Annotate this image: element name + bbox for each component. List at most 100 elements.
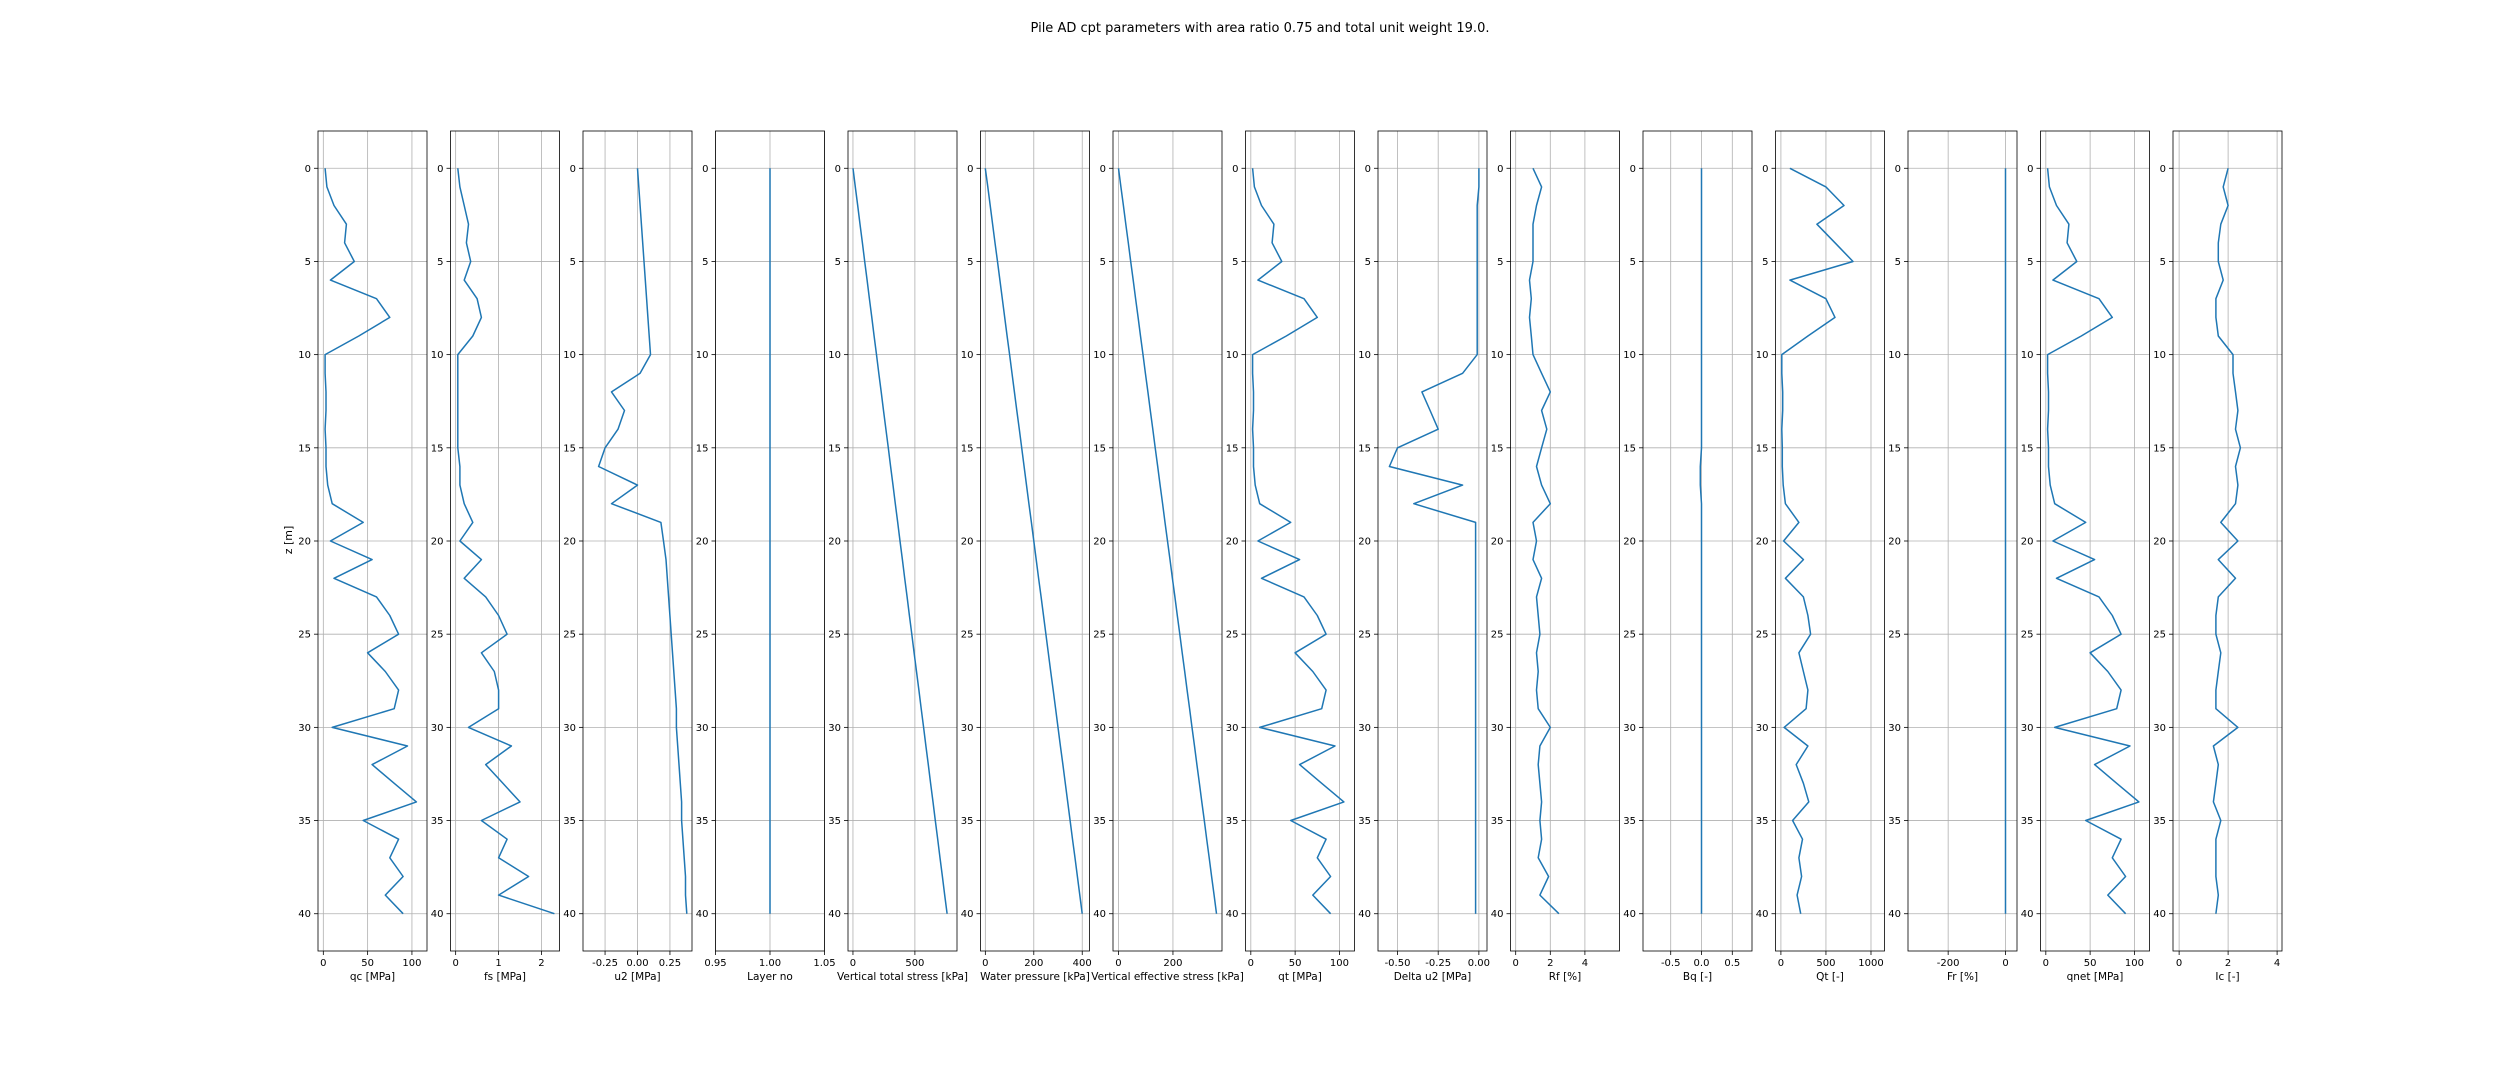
y-tick-label: 0 (1762, 164, 1768, 175)
y-tick-label: 40 (1093, 909, 1106, 920)
y-tick-label: 25 (1491, 630, 1504, 641)
panel-3: -0.25 0.00 0.25 0 5 10 15 20 25 30 35 40 u2 [MPa] (563, 130, 693, 983)
y-tick-label: 20 (431, 537, 444, 548)
y-tick-label: 25 (1756, 630, 1769, 641)
y-tick-label: 5 (1762, 257, 1768, 268)
y-tick-label: 15 (2021, 443, 2034, 454)
y-tick-label: 30 (1623, 723, 1636, 734)
y-axis-label: z [m] (282, 526, 295, 555)
x-axis-label: Fr [%] (1947, 971, 1978, 983)
y-tick-label: 40 (696, 909, 709, 920)
x-tick-label: 500 (1816, 958, 1835, 969)
y-tick-label: 20 (563, 537, 576, 548)
y-tick-label: 10 (1093, 350, 1106, 361)
x-tick-label: 0 (2176, 958, 2182, 969)
x-tick-label: 50 (2084, 958, 2097, 969)
y-tick-label: 30 (563, 723, 576, 734)
y-tick-label: 20 (828, 537, 841, 548)
y-tick-label: 15 (1756, 443, 1769, 454)
y-tick-label: 25 (431, 630, 444, 641)
axes-frame (1775, 130, 1885, 952)
y-tick-label: 35 (696, 816, 709, 827)
panel-4: 0.95 1.00 1.05 0 5 10 15 20 25 30 35 40 Layer no (696, 130, 836, 983)
x-tick-label: 0 (2043, 958, 2049, 969)
x-tick-label: 0.0 (1694, 958, 1710, 969)
y-tick-label: 35 (298, 816, 311, 827)
y-tick-label: 35 (563, 816, 576, 827)
y-tick-label: 5 (1497, 257, 1503, 268)
x-tick-label: 0 (1115, 958, 1121, 969)
series-line (1251, 168, 1345, 915)
y-tick-label: 0 (1630, 164, 1636, 175)
y-tick-label: 25 (1358, 630, 1371, 641)
x-tick-label: 500 (905, 958, 924, 969)
x-tick-label: 200 (1163, 958, 1182, 969)
y-tick-label: 5 (2160, 257, 2166, 268)
y-tick-label: 30 (2021, 723, 2034, 734)
x-axis-label: Bq [-] (1683, 971, 1712, 983)
y-tick-label: 30 (1358, 723, 1371, 734)
x-axis-label: Water pressure [kPa] (980, 971, 1090, 983)
y-tick-label: 5 (702, 257, 708, 268)
y-tick-label: 10 (1491, 350, 1504, 361)
y-tick-label: 25 (1093, 630, 1106, 641)
y-tick-label: 20 (1226, 537, 1239, 548)
y-tick-label: 40 (961, 909, 974, 920)
y-tick-label: 10 (696, 350, 709, 361)
x-axis-label: Vertical total stress [kPa] (837, 971, 968, 983)
y-tick-label: 20 (2021, 537, 2034, 548)
x-tick-label: 100 (2125, 958, 2144, 969)
y-tick-label: 15 (2153, 443, 2166, 454)
x-tick-label: 0 (982, 958, 988, 969)
x-axis-label: u2 [MPa] (614, 971, 660, 983)
y-tick-label: 0 (1895, 164, 1901, 175)
x-tick-label: 0 (320, 958, 326, 969)
x-tick-label: 1.05 (813, 958, 835, 969)
x-tick-label: 0 (1513, 958, 1519, 969)
y-tick-label: 20 (961, 537, 974, 548)
y-tick-label: 25 (2021, 630, 2034, 641)
y-tick-label: 20 (696, 537, 709, 548)
y-tick-label: 35 (1623, 816, 1636, 827)
x-tick-label: 1 (495, 958, 501, 969)
series-line (324, 168, 418, 915)
series-line (1528, 167, 1560, 915)
y-tick-label: 30 (431, 723, 444, 734)
y-tick-label: 15 (1623, 443, 1636, 454)
y-tick-label: 5 (437, 257, 443, 268)
panel-6: 0 200 400 0 5 10 15 20 25 30 35 40 Water pressure [k… (961, 130, 1092, 983)
y-tick-label: 40 (431, 909, 444, 920)
y-tick-label: 0 (1232, 164, 1238, 175)
y-tick-label: 25 (696, 630, 709, 641)
y-tick-label: 25 (1888, 630, 1901, 641)
y-tick-label: 25 (961, 630, 974, 641)
y-tick-label: 0 (1365, 164, 1371, 175)
x-tick-label: 0 (2002, 958, 2008, 969)
panel-5: 0 500 0 5 10 15 20 25 30 35 40 Vertical total stres… (828, 130, 968, 983)
axes-frame (317, 130, 428, 952)
y-tick-label: 0 (835, 164, 841, 175)
axes-frame (1907, 130, 2018, 952)
x-axis-label: Qt [-] (1816, 971, 1844, 983)
x-tick-label: 0.25 (659, 958, 681, 969)
series-line (597, 168, 688, 914)
y-tick-label: 5 (1895, 257, 1901, 268)
x-tick-label: -200 (1937, 958, 1960, 969)
y-tick-label: 0 (1100, 164, 1106, 175)
y-tick-label: 40 (828, 909, 841, 920)
y-tick-label: 35 (828, 816, 841, 827)
y-tick-label: 5 (967, 257, 973, 268)
y-tick-label: 35 (1358, 816, 1371, 827)
x-tick-label: 200 (1024, 958, 1043, 969)
y-tick-label: 15 (1358, 443, 1371, 454)
panel-11: -0.5 0.0 0.5 0 5 10 15 20 25 30 35 40 Bq [-] (1623, 130, 1753, 983)
y-tick-label: 5 (2027, 257, 2033, 268)
y-tick-label: 15 (696, 443, 709, 454)
series-line (2046, 168, 2140, 915)
y-tick-label: 0 (2160, 164, 2166, 175)
y-tick-label: 30 (1491, 723, 1504, 734)
x-axis-label: Rf [%] (1549, 971, 1582, 983)
axes-frame (847, 130, 958, 952)
